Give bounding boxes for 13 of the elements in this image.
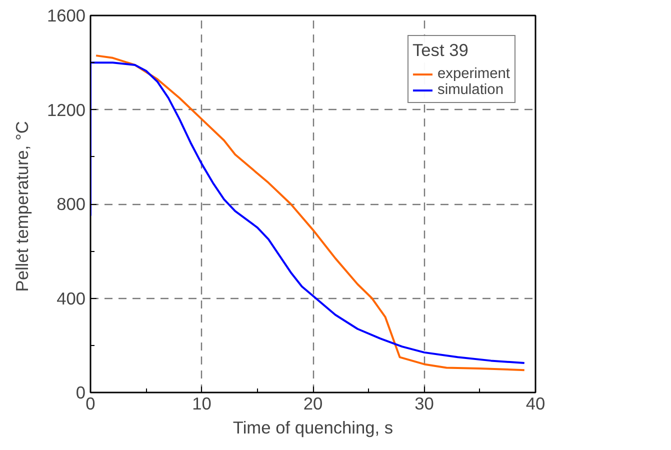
x-tick-label: 20 [303,394,323,414]
x-axis-title: Time of quenching, s [232,418,394,438]
y-tick-label: 1200 [46,100,86,120]
x-tick-label: 30 [414,394,434,414]
legend-title: Test 39 [412,40,470,61]
x-tick-label: 40 [526,394,546,414]
y-tick-label: 400 [56,288,86,308]
x-tick-label: 10 [192,394,212,414]
legend-label: experiment [437,66,510,82]
y-axis-title: Pellet temperature, °C [12,121,32,292]
y-tick-label: 800 [56,194,86,214]
legend-label: simulation [437,82,504,98]
y-tick-label: 1600 [46,6,86,26]
